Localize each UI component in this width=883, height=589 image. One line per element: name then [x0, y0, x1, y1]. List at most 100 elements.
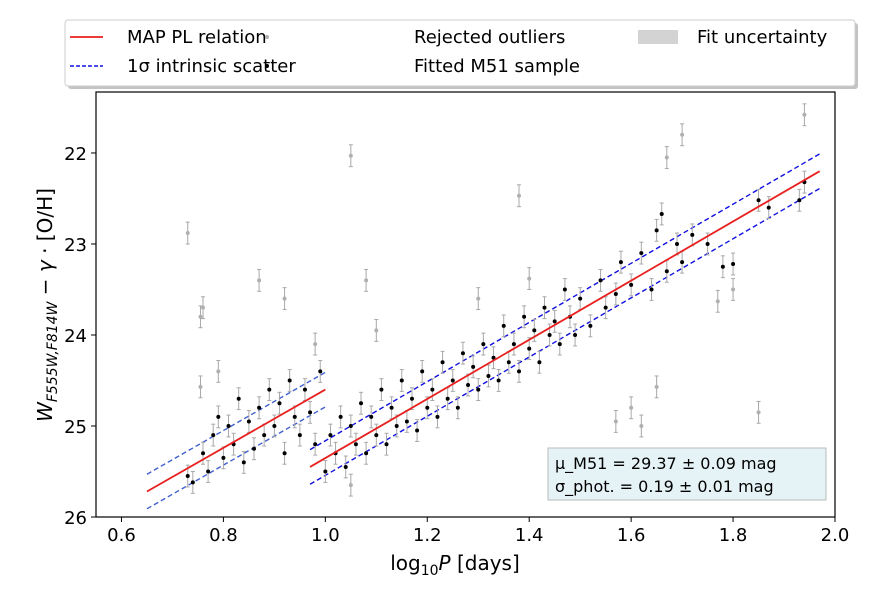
fitted-point — [379, 387, 384, 392]
fitted-point — [338, 414, 343, 419]
fitted-point — [313, 442, 318, 447]
outlier-point — [198, 384, 203, 389]
fitted-point — [262, 433, 267, 438]
pl-relation-line — [309, 170, 821, 468]
fitted-point — [348, 423, 353, 428]
legend-label-uncertainty: Fit uncertainty — [697, 27, 828, 48]
scatter-line — [146, 406, 326, 510]
fitted-point — [251, 446, 256, 451]
fitted-point — [282, 451, 287, 456]
fitted-point — [297, 433, 302, 438]
fitted-point — [731, 262, 736, 267]
legend-label-pl: MAP PL relation — [127, 27, 267, 48]
fitted-point — [211, 433, 216, 438]
fitted-point — [226, 423, 231, 428]
outlier-point — [517, 193, 522, 198]
x-tick-label: 2.0 — [821, 525, 850, 546]
fitted-point — [272, 423, 277, 428]
fitted-point — [537, 360, 542, 365]
outlier-point — [613, 419, 618, 424]
outlier-point — [374, 328, 379, 333]
x-axis-label: log10P [days] — [390, 551, 520, 579]
fitted-point — [420, 369, 425, 374]
fitted-point — [185, 474, 190, 479]
outlier-point — [348, 483, 353, 488]
outlier-point — [185, 231, 190, 236]
fitted-point — [206, 469, 211, 474]
fitted-point — [552, 319, 557, 324]
fitted-point — [221, 455, 226, 460]
fitted-point — [236, 396, 241, 401]
legend-swatch-fitted — [265, 64, 269, 68]
fitted-point — [460, 351, 465, 356]
outlier-point — [715, 299, 720, 304]
fitted-point — [318, 369, 323, 374]
fitted-point — [496, 378, 501, 383]
outlier-point — [348, 153, 353, 158]
outlier-point — [639, 423, 644, 428]
fitted-point — [618, 260, 623, 265]
fitted-point — [425, 405, 430, 410]
y-tick-label: 23 — [64, 235, 87, 256]
fitted-point — [547, 332, 552, 337]
outlier-point — [731, 287, 736, 292]
fitted-point — [491, 355, 496, 360]
fitted-point — [216, 414, 221, 419]
fitted-point — [756, 198, 761, 203]
fitted-point — [675, 241, 680, 246]
fitted-point — [267, 387, 272, 392]
ticks: 0.6 0.8 1.0 1.2 1.4 1.6 1.8 2.0 22 23 24 25 26 — [64, 144, 849, 546]
annotation-sigma: σ_phot. = 0.19 ± 0.01 mag — [555, 477, 774, 497]
fitted-point — [343, 464, 348, 469]
fitted-point — [664, 269, 669, 274]
fitted-point — [415, 428, 420, 433]
x-tick-label: 0.8 — [209, 525, 238, 546]
fitted-point — [241, 460, 246, 465]
outlier-point — [527, 276, 532, 281]
legend-label-fitted: Fitted M51 sample — [414, 56, 580, 77]
scatter-line — [309, 187, 821, 485]
fitted-point — [246, 419, 251, 424]
x-tick-label: 1.4 — [515, 525, 544, 546]
x-tick-label: 1.8 — [719, 525, 748, 546]
fitted-point — [649, 287, 654, 292]
fitted-point — [522, 314, 527, 319]
fitted-point — [257, 405, 262, 410]
legend-label-outliers: Rejected outliers — [414, 27, 565, 48]
outlier-point — [756, 410, 761, 415]
fitted-point — [190, 480, 195, 485]
fitted-point — [328, 433, 333, 438]
fitted-point — [435, 414, 440, 419]
outlier-point — [216, 369, 221, 374]
fitted-point — [705, 241, 710, 246]
legend: MAP PL relation 1σ intrinsic scatter Rej… — [64, 19, 858, 89]
y-tick-label: 25 — [64, 417, 87, 438]
fitted-point — [384, 442, 389, 447]
outlier-point — [802, 112, 807, 117]
x-tick-label: 0.6 — [107, 525, 136, 546]
y-tick-label: 24 — [64, 326, 87, 347]
fitted-point — [201, 451, 206, 456]
outlier-point — [201, 305, 206, 310]
plot-area — [146, 103, 821, 510]
outlier-point — [476, 296, 481, 301]
fitted-point — [369, 414, 374, 419]
fitted-point — [629, 282, 634, 287]
legend-swatch-uncertainty — [638, 30, 678, 44]
y-tick-label: 22 — [64, 144, 87, 165]
fitted-point — [450, 378, 455, 383]
fitted-point — [511, 342, 516, 347]
annotation-mu: μ_M51 = 29.37 ± 0.09 mag — [555, 454, 777, 474]
scatter-line — [309, 153, 821, 451]
fitted-point — [542, 305, 547, 310]
fitted-point — [639, 251, 644, 256]
fitted-point — [440, 360, 445, 365]
fitted-point — [659, 211, 664, 216]
fitted-point — [501, 323, 506, 328]
outlier-point — [680, 132, 685, 137]
fitted-point — [471, 364, 476, 369]
y-tick-label: 26 — [64, 508, 87, 529]
fitted-point — [532, 328, 537, 333]
fitted-point — [486, 373, 491, 378]
